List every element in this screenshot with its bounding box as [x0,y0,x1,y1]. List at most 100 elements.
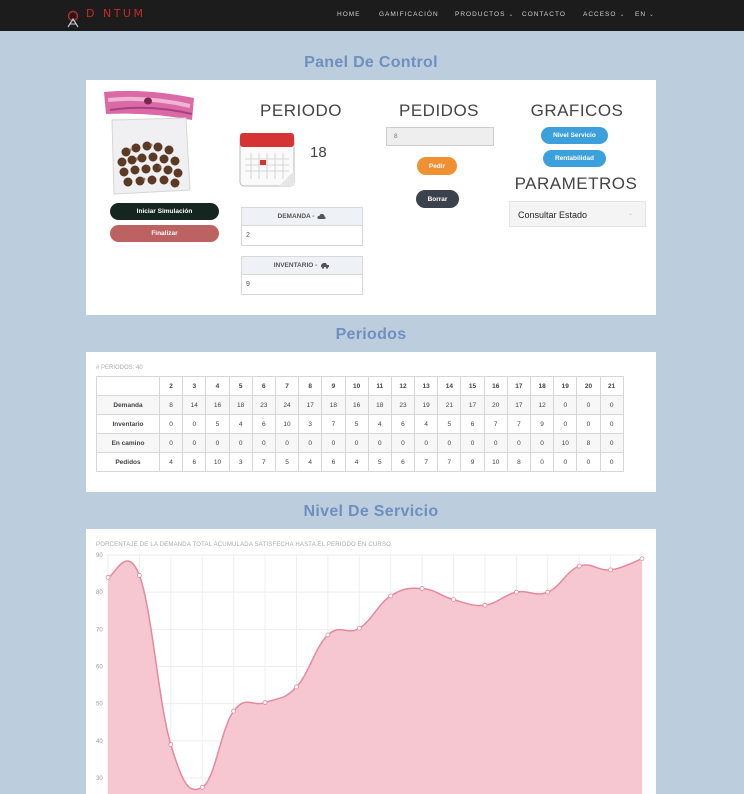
table-cell: 10 [483,452,508,472]
table-cell: 5 [367,452,392,472]
control-panel: Iniciar Simulación Finalizar PERIODO 18 … [86,80,656,315]
period-column-header: 10 [344,376,369,396]
period-column-header: 12 [390,376,416,396]
table-cell: 7 [251,452,276,472]
row-label: Inventario [96,414,160,434]
table-cell: 0 [158,414,184,434]
period-column-header: 6 [251,376,276,396]
y-tick-label: 70 [96,627,103,633]
table-cell: 20 [483,395,508,415]
nav-acceso[interactable]: ACCESO ⌄ [583,11,625,18]
data-point [608,567,613,573]
table-cell: 0 [437,433,462,453]
nav-contacto[interactable]: CONTACTO [522,11,566,18]
table-cell: 7 [321,414,346,434]
nav-label: PRODUCTOS [455,11,506,18]
nav-language[interactable]: EN ⌄ [635,11,655,18]
table-corner-cell [96,376,160,396]
data-point [199,784,205,790]
table-cell: 21 [437,395,462,415]
table-cell: 0 [298,433,323,453]
row-label: Demanda [96,395,160,415]
data-point [482,602,488,608]
table-cell: 6 [390,452,416,472]
cloud-icon [317,213,327,219]
table-cell: 4 [228,414,253,434]
period-column-header: 4 [205,376,230,396]
period-column-header: 13 [414,376,439,396]
periodos-count: # PERIODOS: 40 [96,365,143,371]
nav-productos[interactable]: PRODUCTOS ⌄ [455,11,514,18]
y-tick-label: 50 [96,702,103,708]
table-cell: 18 [228,395,253,415]
table-cell: 10 [205,452,230,472]
table-cell: 0 [553,452,578,472]
chevron-down-icon: ⌄ [619,12,626,18]
pedidos-heading: PEDIDOS [398,101,480,120]
chevron-down-icon: ⌄ [649,12,656,18]
table-cell: 0 [576,452,601,472]
period-column-header: 16 [483,376,508,396]
table-cell: 0 [344,433,369,453]
control-panel-title: Panel De Control [304,54,438,71]
borrar-button[interactable]: Borrar [416,190,459,208]
pedir-button[interactable]: Pedir [417,157,457,175]
table-cell: 0 [576,414,601,434]
data-point [137,573,142,578]
periodos-panel: # PERIODOS: 40 2 3 4 5 6 7 8 9 10 11 12 13 14 15 16 17 1… [86,352,656,492]
cars-icon [321,263,330,269]
table-cell: 6 [321,452,346,472]
table-row: Inventario 0 0 5 4 6 10 3 7 5 4 6 4 5 6 7 7 9 0 0 0 [96,414,624,434]
table-cell: 17 [298,395,323,415]
demanda-label: DEMANDA - [277,213,315,220]
table-cell: 3 [298,414,323,434]
data-point [576,563,582,569]
chart-caption: PORCENTAJE DE LA DEMANDA TOTAL ACUMULADA… [96,542,393,548]
nav-gamificacion[interactable]: GAMIFICACIÓN [379,11,439,18]
inventario-value: 9 [246,281,250,288]
table-cell: 0 [483,433,508,453]
rentabilidad-button[interactable]: Rentabilidad [543,150,606,167]
consultar-estado-select[interactable]: Consultar Estado ⌄ [509,201,646,227]
nivel-servicio-button[interactable]: Nivel Servicio [541,127,608,144]
demanda-value: 2 [246,232,250,239]
data-point [451,597,456,602]
table-cell: 4 [414,414,439,434]
logo-text: D NTUM [86,7,146,20]
y-tick-label: 30 [96,776,103,782]
inventario-header: INVENTARIO - [242,257,362,275]
table-cell: 0 [576,395,601,415]
nav-label: CONTACTO [522,11,566,18]
data-point [513,589,519,595]
table-cell: 18 [321,395,346,415]
graficos-heading: GRAFICOS [530,101,624,120]
period-column-header: 21 [599,376,624,396]
period-column-header: 15 [460,376,485,396]
table-cell: 8 [158,395,184,415]
table-cell: 6 [182,452,207,472]
finalizar-button[interactable]: Finalizar [110,225,219,242]
table-cell: 16 [344,395,369,415]
period-column-header: 14 [437,376,462,396]
data-point [356,625,362,631]
period-column-header: 5 [228,376,253,396]
table-cell: 0 [228,433,253,453]
table-cell: 0 [390,433,416,453]
table-cell: 7 [437,452,462,472]
table-row: En camino 0 0 0 0 0 0 0 0 0 0 0 0 0 0 0 0 0 10 8 0 [96,433,624,453]
iniciar-simulacion-button[interactable]: Iniciar Simulación [110,203,219,220]
table-cell: 18 [367,395,392,415]
table-cell: 6 [460,414,485,434]
table-cell: 0 [506,433,532,453]
table-cell: 8 [506,452,532,472]
table-cell: 4 [158,452,184,472]
nav-home[interactable]: HOME [337,11,361,18]
table-cell: 10 [553,433,578,453]
table-cell: 0 [321,433,346,453]
row-label: Pedidos [96,452,160,472]
table-cell: 3 [228,452,253,472]
table-cell: 7 [414,452,439,472]
demanda-header: DEMANDA - [242,208,362,226]
pedidos-input[interactable] [386,127,494,146]
table-cell: 0 [182,433,207,453]
